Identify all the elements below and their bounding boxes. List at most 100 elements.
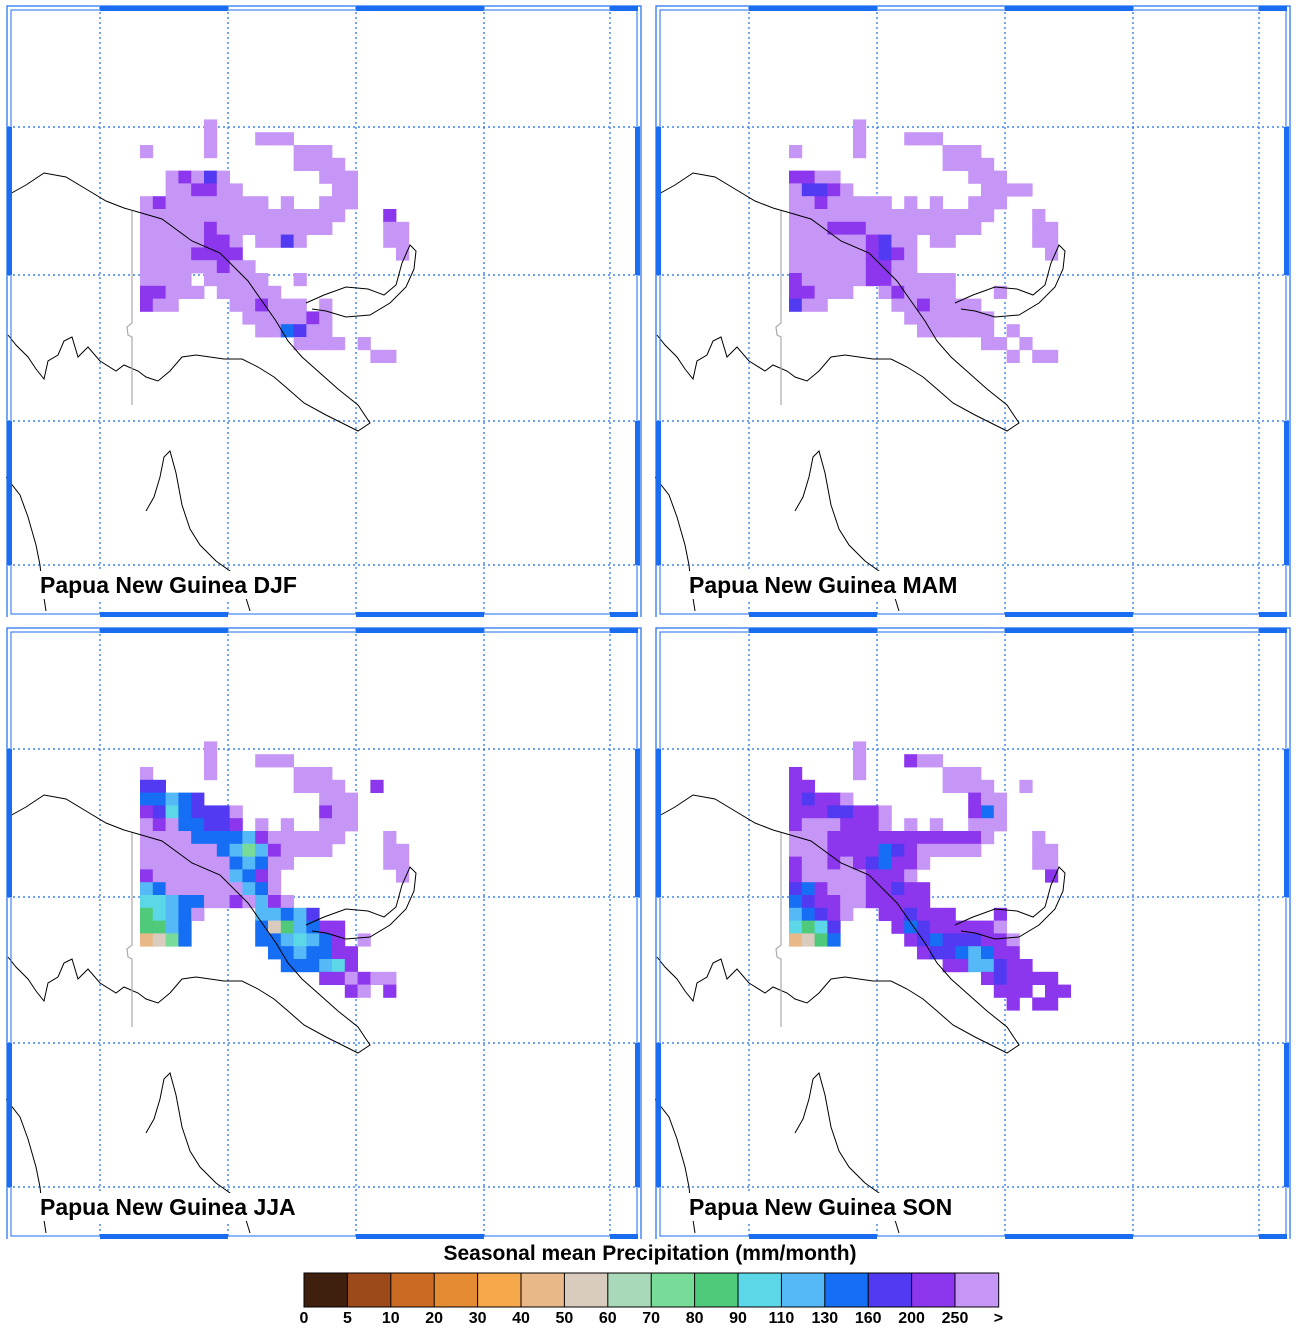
precip-cell	[827, 882, 841, 896]
outer-frame	[6, 5, 642, 617]
frame-bar-bottom	[749, 612, 877, 617]
colorbar-swatch	[390, 1272, 435, 1308]
precip-cell	[942, 843, 956, 857]
precip-cell	[140, 843, 154, 857]
precip-cell	[383, 971, 397, 985]
precip-cell	[204, 260, 218, 274]
precip-cell	[152, 779, 166, 793]
panel-title-jja: Papua New Guinea JJA	[36, 1193, 300, 1221]
precip-cell	[801, 260, 815, 274]
precip-cell	[229, 183, 243, 197]
precip-cell	[865, 234, 879, 248]
precip-cell	[904, 907, 918, 921]
precip-cell	[229, 247, 243, 261]
precip-cell	[1045, 234, 1059, 248]
precip-cell	[344, 196, 358, 210]
precip-cell	[216, 170, 230, 184]
precip-cell	[140, 209, 154, 223]
frame-bar-right	[1284, 127, 1289, 275]
precip-cell	[152, 298, 166, 312]
precip-cell	[801, 895, 815, 909]
precip-cell	[204, 754, 218, 768]
country-border	[126, 833, 133, 1027]
precip-cell	[814, 273, 828, 287]
precip-cell	[178, 183, 192, 197]
colorbar-tick-label: 60	[598, 1310, 617, 1327]
precip-cell	[968, 145, 982, 159]
precip-cell	[968, 170, 982, 184]
precip-cell	[981, 971, 995, 985]
precip-cell	[814, 856, 828, 870]
precip-cell	[255, 907, 269, 921]
precip-cell	[904, 882, 918, 896]
precip-cell	[789, 856, 803, 870]
precip-cell	[1032, 971, 1046, 985]
precip-cell	[981, 209, 995, 223]
precip-cell	[814, 895, 828, 909]
precip-cell	[814, 221, 828, 235]
precip-cell	[853, 831, 867, 845]
precip-cell	[968, 311, 982, 325]
frame-bar-top	[749, 6, 877, 11]
precip-cell	[216, 260, 230, 274]
precip-cell	[332, 196, 346, 210]
precip-cell	[319, 920, 333, 934]
precip-cell	[853, 856, 867, 870]
coastline-new-guinea	[7, 172, 371, 432]
precip-cell	[165, 920, 179, 934]
precip-cell	[878, 869, 892, 883]
precip-cell	[306, 221, 320, 235]
colorbar-tick-label: 5	[342, 1310, 352, 1327]
precip-cell	[955, 221, 969, 235]
precip-cell	[255, 221, 269, 235]
precip-cell	[242, 298, 256, 312]
precip-cell	[942, 933, 956, 947]
precip-cell	[955, 779, 969, 793]
precip-cell	[280, 843, 294, 857]
precip-cell	[165, 260, 179, 274]
precip-cell	[216, 882, 230, 896]
precip-cell	[878, 209, 892, 223]
colorbar-tick-label: 250	[941, 1310, 969, 1327]
precip-cell	[789, 260, 803, 274]
precip-cell	[968, 792, 982, 806]
precip-cell	[140, 273, 154, 287]
precip-cell	[255, 895, 269, 909]
colorbar-tick-label: 130	[811, 1310, 839, 1327]
precip-cell	[165, 882, 179, 896]
precip-cell	[191, 805, 205, 819]
precip-cell	[814, 882, 828, 896]
frame-bar-top	[1259, 6, 1287, 11]
precip-cell	[1032, 843, 1046, 857]
precip-cell	[216, 285, 230, 299]
precip-cell	[178, 209, 192, 223]
precip-cell	[827, 895, 841, 909]
precip-cell	[789, 273, 803, 287]
precip-cell	[306, 779, 320, 793]
precip-cell	[178, 285, 192, 299]
precip-cell	[204, 209, 218, 223]
precip-cell	[827, 933, 841, 947]
precip-cell	[191, 907, 205, 921]
precip-cell	[865, 869, 879, 883]
precip-cell	[955, 324, 969, 338]
precip-cell	[242, 831, 256, 845]
precip-cell	[229, 285, 243, 299]
colorbar	[303, 1272, 1000, 1308]
precip-cell	[204, 183, 218, 197]
precip-cell	[383, 984, 397, 998]
precip-cell	[1006, 946, 1020, 960]
precip-cell	[968, 157, 982, 171]
precip-cell	[981, 337, 995, 351]
coastline-new-britain	[954, 866, 1066, 940]
precip-cell	[814, 298, 828, 312]
precip-cell	[955, 767, 969, 781]
precip-cell	[357, 933, 371, 947]
precip-cell	[191, 882, 205, 896]
precip-cell	[917, 324, 931, 338]
precip-cell	[955, 946, 969, 960]
precip-cell	[865, 247, 879, 261]
precip-cell	[178, 907, 192, 921]
precip-cell	[1006, 971, 1020, 985]
precip-cell	[1032, 234, 1046, 248]
